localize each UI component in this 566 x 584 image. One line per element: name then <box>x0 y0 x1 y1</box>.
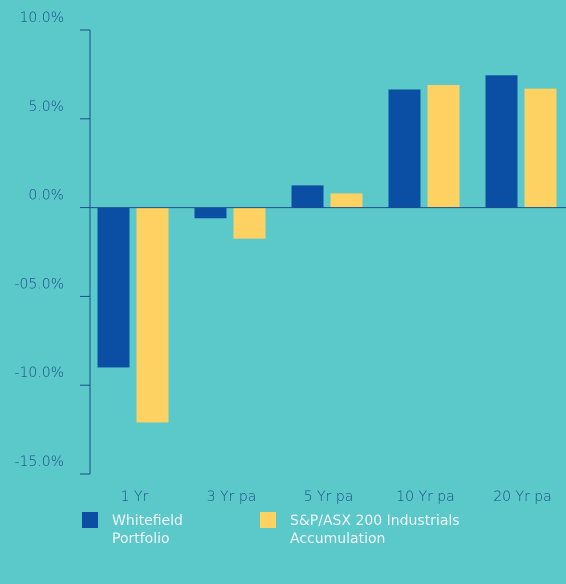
bar <box>291 185 324 208</box>
y-tick-label: 0.0% <box>28 188 64 204</box>
y-tick-label: 10.0% <box>20 10 64 26</box>
bar <box>233 207 266 239</box>
bar <box>330 193 363 208</box>
legend-item: Whitefield Portfolio <box>82 512 242 548</box>
y-tick-label: -15.0% <box>14 454 64 470</box>
x-tick-label: 3 Yr pa <box>207 489 257 505</box>
legend-label: Whitefield Portfolio <box>112 513 183 547</box>
legend-swatch <box>260 512 276 528</box>
bar <box>136 207 169 423</box>
bar <box>524 88 557 208</box>
legend-item: S&P/ASX 200 Industrials Accumulation <box>260 512 540 548</box>
x-tick-label: 5 Yr pa <box>304 489 354 505</box>
bar <box>194 207 227 219</box>
y-tick-label: -05.0% <box>14 276 64 292</box>
bar <box>388 89 421 208</box>
bar <box>485 75 518 208</box>
x-tick-label: 10 Yr pa <box>396 489 455 505</box>
y-tick-label: -10.0% <box>14 365 64 381</box>
bar <box>97 207 130 368</box>
legend-swatch <box>82 512 98 528</box>
x-tick-label: 1 Yr <box>121 489 149 505</box>
y-tick-label: 5.0% <box>28 99 64 115</box>
x-tick-label: 20 Yr pa <box>493 489 552 505</box>
legend-label: S&P/ASX 200 Industrials Accumulation <box>290 513 460 547</box>
bar <box>427 85 460 208</box>
